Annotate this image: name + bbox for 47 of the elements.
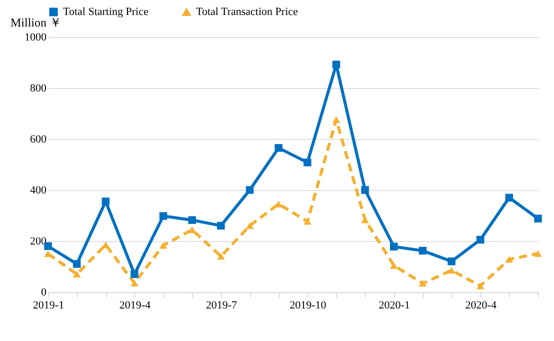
- point: [390, 262, 398, 269]
- y-tick-label: 200: [30, 236, 47, 248]
- point: [130, 270, 138, 278]
- point: [72, 260, 81, 268]
- point: [361, 186, 369, 194]
- point: [505, 256, 514, 263]
- point: [72, 270, 81, 278]
- y-tick-label: 0: [41, 286, 47, 298]
- x-tick-label: 2020-1: [378, 300, 410, 312]
- x-tick-label: 2019-7: [206, 300, 238, 312]
- legend-label: Total Transaction Price: [196, 6, 298, 18]
- y-axis-title: Million ￥: [10, 16, 62, 30]
- point: [418, 246, 427, 255]
- point: [159, 242, 168, 249]
- x-tick-label: 2019-1: [32, 300, 64, 312]
- point: [448, 266, 456, 274]
- point: [390, 242, 398, 250]
- point: [188, 216, 196, 224]
- point: [130, 280, 138, 286]
- legend-label: Total Starting Price: [63, 6, 148, 18]
- point: [188, 226, 196, 234]
- point: [44, 242, 52, 250]
- point: [246, 186, 254, 194]
- x-tick-label: 2019-4: [119, 300, 152, 312]
- point: [102, 241, 110, 248]
- point: [332, 60, 340, 68]
- point: [274, 144, 282, 152]
- y-tick-label: 600: [30, 134, 47, 146]
- point: [217, 252, 225, 260]
- point: [476, 282, 484, 290]
- x-tick-label: 2019-10: [290, 300, 327, 312]
- x-tick-label: 2020-4: [465, 300, 497, 312]
- y-tick-label: 400: [30, 184, 47, 196]
- point: [217, 222, 225, 230]
- point: [505, 194, 514, 202]
- y-tick-label: 1000: [24, 32, 47, 44]
- point: [304, 158, 312, 166]
- point: [418, 280, 427, 287]
- point: [332, 116, 340, 123]
- point: [448, 258, 456, 266]
- point: [534, 250, 542, 257]
- point: [534, 214, 542, 222]
- point: [102, 198, 110, 206]
- point: [476, 236, 484, 244]
- y-tick-label: 800: [30, 82, 47, 94]
- point: [159, 212, 168, 220]
- point: [246, 222, 254, 230]
